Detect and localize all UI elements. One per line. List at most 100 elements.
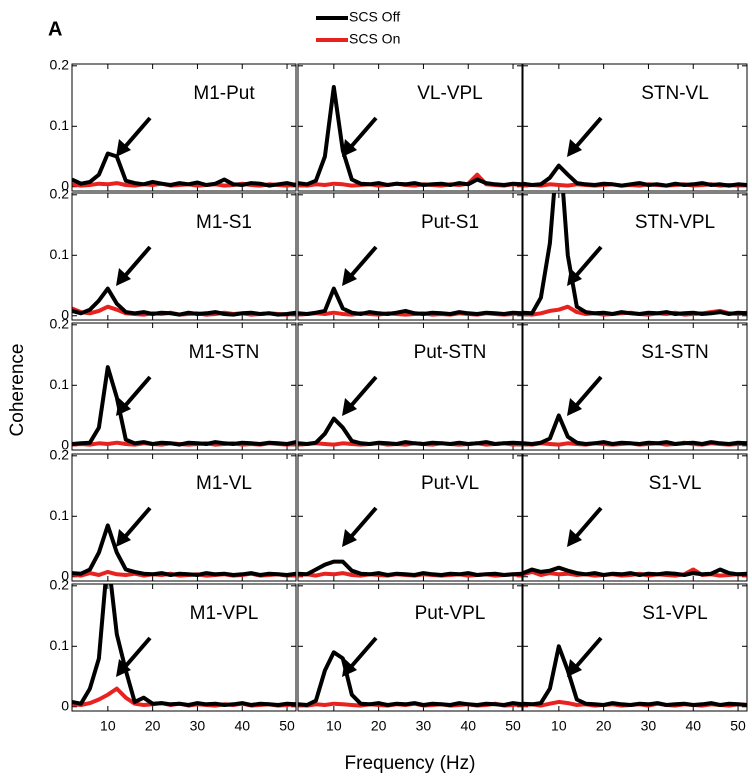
panel-frame (297, 192, 523, 321)
x-tick-label: 50 (505, 718, 521, 734)
panel-title: Put-VPL (415, 603, 486, 624)
arrow-head (116, 139, 131, 157)
legend-label: SCS On (349, 31, 400, 47)
x-tick-label: 30 (190, 718, 206, 734)
y-tick-label: 0.2 (50, 186, 70, 202)
x-tick-label: 40 (234, 718, 250, 734)
series-line (523, 644, 747, 707)
y-tick-label: 0 (61, 567, 69, 583)
x-tick-label: 10 (326, 718, 342, 734)
y-tick-label: 0.2 (50, 316, 70, 332)
arrow-head (342, 139, 357, 157)
series-line (523, 565, 747, 577)
series-line (72, 151, 296, 188)
x-tick-label: 50 (730, 718, 746, 734)
panel-frame (71, 583, 297, 712)
arrow (122, 245, 152, 279)
arrow (348, 506, 378, 540)
arrow-head (116, 398, 131, 416)
panel-frame (297, 322, 523, 451)
arrow-head (342, 659, 357, 677)
panel-frame (522, 322, 748, 451)
x-tick-label: 20 (145, 718, 161, 734)
series-line (72, 365, 296, 447)
arrow (348, 636, 378, 670)
y-tick-label: 0.2 (50, 57, 70, 73)
series-line (298, 650, 522, 707)
y-tick-label: 0.1 (50, 246, 70, 262)
arrow (348, 245, 378, 279)
arrow-head (567, 529, 582, 547)
y-tick-label: 0 (61, 436, 69, 452)
panel-title: S1-VPL (642, 603, 707, 624)
arrow-head (567, 139, 582, 157)
arrow (573, 375, 603, 409)
panel-frame (522, 63, 748, 192)
panel-title: Put-S1 (421, 212, 479, 233)
arrow-head (116, 659, 131, 677)
series-line (523, 163, 747, 188)
panel-title: M1-Put (193, 83, 255, 104)
series-line (72, 286, 296, 317)
arrow (122, 506, 152, 540)
legend-label: SCS Off (349, 9, 400, 25)
arrow (122, 375, 152, 409)
x-tick-label: 10 (551, 718, 567, 734)
panel-frame (71, 192, 297, 321)
panel-frame (297, 583, 523, 712)
panel-title: STN-VL (641, 83, 709, 104)
y-tick-label: 0.2 (50, 447, 70, 463)
x-tick-label: 40 (685, 718, 701, 734)
panel-title: M1-VPL (190, 603, 259, 624)
x-tick-label: 30 (641, 718, 657, 734)
panel-frame (522, 583, 748, 712)
panel-frame (71, 322, 297, 451)
arrow-head (567, 659, 582, 677)
x-tick-label: 20 (596, 718, 612, 734)
arrow-head (567, 398, 582, 416)
series-line (298, 85, 522, 187)
x-axis-label: Frequency (Hz) (345, 753, 476, 774)
series-line (298, 416, 522, 446)
series-line (523, 193, 747, 316)
panel-title: STN-VPL (635, 212, 715, 233)
x-tick-label: 10 (100, 718, 116, 734)
panel-frame (522, 192, 748, 321)
panel-frame (71, 63, 297, 192)
arrow-head (116, 268, 131, 286)
panel-frame (71, 453, 297, 582)
arrow (573, 245, 603, 279)
arrow (573, 636, 603, 670)
y-tick-label: 0.2 (50, 577, 70, 593)
arrow-head (567, 268, 582, 286)
arrow (348, 116, 378, 150)
series-line (298, 286, 522, 316)
arrow-head (342, 529, 357, 547)
panel-frame (297, 453, 523, 582)
panel-label: A (48, 18, 62, 40)
y-tick-label: 0 (61, 697, 69, 713)
panel-title: M1-S1 (196, 212, 252, 233)
arrow-head (116, 529, 131, 547)
panel-title: VL-VPL (417, 83, 482, 104)
arrow-head (342, 398, 357, 416)
panel-title: M1-VL (196, 473, 252, 494)
series-line (72, 584, 296, 707)
panel-title: Put-VL (421, 473, 479, 494)
y-axis-label: Coherence (7, 344, 28, 437)
panel-title: Put-STN (414, 342, 487, 363)
panel-title: M1-STN (189, 342, 260, 363)
arrow (122, 636, 152, 670)
panel-frame (522, 453, 748, 582)
panel-title: S1-STN (641, 342, 709, 363)
panel-title: S1-VL (649, 473, 702, 494)
x-tick-label: 40 (460, 718, 476, 734)
arrow (573, 116, 603, 150)
y-tick-label: 0 (61, 177, 69, 193)
arrow (348, 375, 378, 409)
y-tick-label: 0 (61, 306, 69, 322)
y-tick-label: 0.1 (50, 376, 70, 392)
y-tick-label: 0.1 (50, 637, 70, 653)
x-tick-label: 30 (416, 718, 432, 734)
